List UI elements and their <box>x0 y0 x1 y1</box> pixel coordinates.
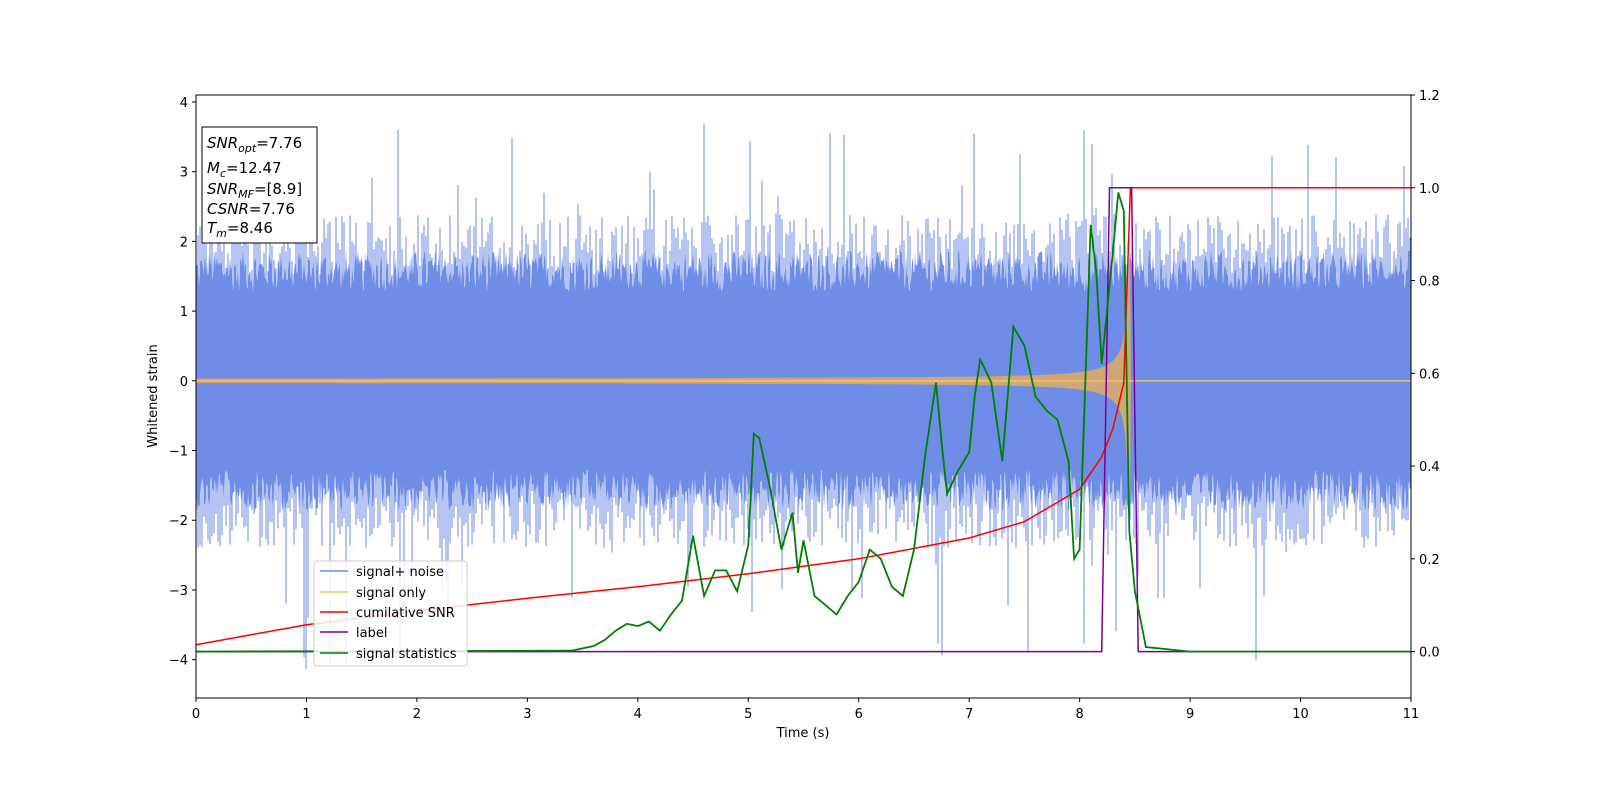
y-right-tick-label: 0.8 <box>1419 275 1440 290</box>
y-left-tick-label: 0 <box>180 375 188 390</box>
x-tick-label: 8 <box>1075 707 1083 722</box>
info-csnr: CSNR=7.76 <box>207 200 295 218</box>
y-left-tick-label: 1 <box>180 305 188 320</box>
x-tick-label: 3 <box>523 707 531 722</box>
plot-frame <box>195 94 1412 699</box>
legend-label-cumilative-snr: cumilative SNR <box>356 606 455 621</box>
legend-label-label: label <box>356 626 387 641</box>
x-tick-label: 10 <box>1292 707 1309 722</box>
x-tick-label: 1 <box>302 707 310 722</box>
x-tick-label: 5 <box>744 707 752 722</box>
y-left-tick-label: −2 <box>169 514 188 529</box>
y-left-tick-label: 4 <box>180 96 188 111</box>
x-tick-label: 6 <box>855 707 863 722</box>
y-right-tick-label: 0.0 <box>1419 646 1440 661</box>
info-snr-opt: SNRopt=7.76 <box>207 134 302 155</box>
x-tick-label: 4 <box>634 707 642 722</box>
x-tick-label: 0 <box>192 707 200 722</box>
info-snr-mf: SNRMF=[8.9] <box>207 180 302 201</box>
y-axis-right: 1.2 1.0 0.8 0.6 0.4 0.2 0.0 <box>1411 89 1440 661</box>
series-signal-statistics <box>196 192 1411 653</box>
legend-label-signal-statistics: signal statistics <box>356 647 457 662</box>
x-tick-label: 9 <box>1186 707 1194 722</box>
legend-label-signal-only: signal only <box>356 586 426 601</box>
legend-label-signal-noise: signal+ noise <box>356 565 444 580</box>
x-tick-label: 7 <box>965 707 973 722</box>
y-left-tick-label: −4 <box>169 654 188 669</box>
x-axis: 0 1 2 3 4 5 6 7 8 9 10 11 <box>192 698 1419 722</box>
y-right-tick-label: 1.2 <box>1419 89 1440 104</box>
info-box: SNRopt=7.76 Mc=12.47 SNRMF=[8.9] CSNR=7.… <box>201 126 318 244</box>
y-left-tick-label: −1 <box>169 445 188 460</box>
info-mc: Mc=12.47 <box>207 159 282 180</box>
y-right-tick-label: 0.6 <box>1419 367 1440 382</box>
y-axis-left: 4 3 2 1 0 −1 −2 −3 −4 <box>169 96 196 669</box>
y-left-tick-label: −3 <box>169 584 188 599</box>
y-right-tick-label: 0.2 <box>1419 553 1440 568</box>
x-tick-label: 2 <box>413 707 421 722</box>
y-right-tick-label: 0.4 <box>1419 460 1440 475</box>
y-axis-label: Whitened strain <box>146 344 161 447</box>
x-axis-label: Time (s) <box>776 726 830 741</box>
plot-area <box>196 123 1411 669</box>
x-tick-label: 11 <box>1403 707 1420 722</box>
info-tm: Tm=8.46 <box>207 219 273 240</box>
y-left-tick-label: 3 <box>180 166 188 181</box>
y-left-tick-label: 2 <box>180 235 188 250</box>
y-right-tick-label: 1.0 <box>1419 182 1440 197</box>
legend: signal+ noise signal only cumilative SNR… <box>313 560 468 667</box>
